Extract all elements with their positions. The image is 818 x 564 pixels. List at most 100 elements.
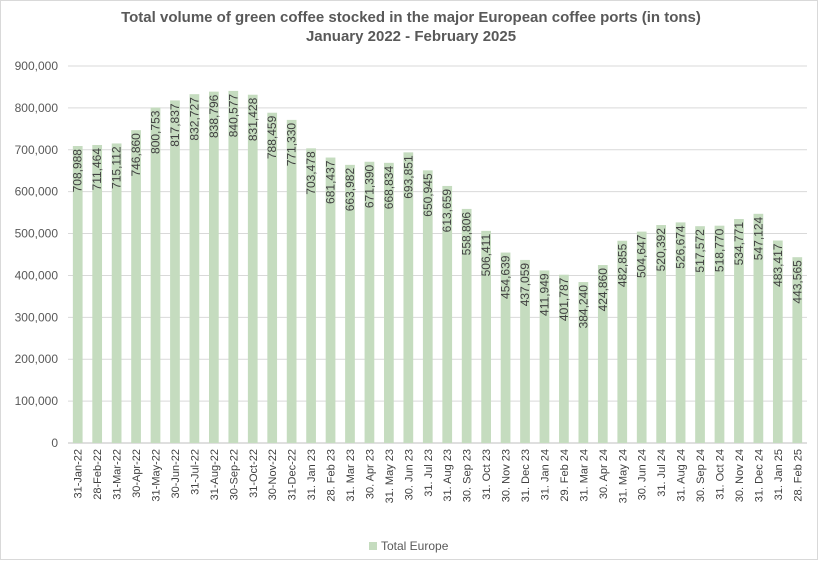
data-label: 771,330	[285, 123, 299, 167]
x-tick-label: 31. Jul 24	[656, 449, 668, 497]
x-tick-label: 31. Oct 23	[481, 449, 493, 500]
data-label: 424,860	[596, 268, 610, 312]
bar	[325, 157, 336, 443]
data-label: 711,464	[90, 148, 104, 191]
bar	[208, 91, 219, 444]
x-tick-label: 30-Apr-22	[131, 449, 143, 498]
data-label: 437,059	[518, 263, 532, 307]
x-tick-label: 28. Feb 25	[792, 449, 804, 502]
x-tick-label: 28-Feb-22	[92, 449, 104, 500]
x-tick-label: 30. Apr 24	[598, 449, 610, 499]
bar	[403, 152, 414, 444]
y-tick-label: 300,000	[15, 310, 59, 324]
y-tick-label: 500,000	[15, 227, 59, 241]
bar	[92, 144, 103, 443]
y-tick-label: 900,000	[15, 59, 59, 73]
x-tick-label: 31-May-22	[151, 449, 163, 502]
data-label: 504,647	[635, 234, 649, 278]
data-label: 526,674	[674, 225, 688, 269]
y-tick-label: 0	[51, 436, 58, 450]
bars	[72, 90, 803, 444]
bar	[384, 162, 394, 443]
x-tick-label: 31-Dec-22	[287, 449, 299, 500]
data-label: 411,949	[537, 273, 551, 316]
x-tick-label: 31-Jul-22	[189, 449, 201, 495]
x-tick-label: 30. Jun 24	[637, 449, 649, 500]
x-tick-label: 31-Aug-22	[209, 449, 221, 500]
x-tick-label: 31. Mar 23	[345, 449, 357, 502]
x-tick-label: 31. May 23	[384, 449, 396, 503]
x-tick-label: 28. Feb 23	[326, 449, 338, 502]
x-tick-label: 31. Aug 24	[676, 449, 688, 502]
bar	[520, 259, 530, 443]
x-tick-label: 31. May 24	[617, 449, 629, 503]
legend-label: Total Europe	[381, 539, 449, 553]
x-tick-label: 30. Jun 23	[403, 449, 415, 500]
y-tick-label: 800,000	[15, 101, 59, 115]
bar	[559, 274, 569, 443]
bar	[72, 146, 83, 443]
chart-subtitle: January 2022 - February 2025	[306, 28, 516, 45]
data-label: 518,770	[712, 228, 726, 272]
bar	[345, 164, 355, 444]
data-label: 401,787	[557, 277, 571, 321]
data-label: 384,240	[576, 285, 590, 329]
data-label: 693,851	[401, 155, 415, 199]
bar	[111, 143, 122, 444]
x-tick-label: 31-Mar-22	[112, 449, 124, 500]
data-label: 681,437	[324, 160, 338, 204]
x-tick-label: 31. Dec 23	[520, 449, 532, 502]
x-tick-label: 31. Oct 24	[714, 449, 726, 500]
x-tick-label: 31. Jul 23	[423, 449, 435, 497]
bar	[597, 265, 608, 443]
x-tick-label: 29. Feb 24	[559, 449, 571, 502]
data-label: 840,577	[226, 94, 240, 138]
bar	[189, 94, 200, 444]
x-tick-label: 31. Jan 24	[539, 449, 551, 500]
bar	[481, 230, 491, 443]
data-label: 663,982	[343, 168, 357, 212]
bar	[792, 257, 803, 443]
data-label: 534,771	[732, 222, 746, 266]
x-tick-label: 31. Mar 24	[578, 449, 590, 502]
y-tick-label: 400,000	[15, 268, 59, 282]
data-label: 715,112	[110, 146, 124, 189]
legend: Total Europe	[369, 539, 449, 553]
bar	[150, 107, 161, 444]
x-tick-label: 30. Apr 23	[364, 449, 376, 499]
x-tick-label: 30. Nov 24	[734, 449, 746, 502]
x-tick-label: 31. Dec 24	[753, 449, 765, 502]
y-axis-ticks: 0 100,000 200,000 300,000 400,000 500,000 600,…	[15, 59, 59, 450]
bar	[617, 240, 628, 443]
data-label: 517,572	[693, 229, 707, 273]
y-tick-label: 600,000	[15, 185, 59, 199]
bar	[247, 94, 258, 443]
data-label: 443,565	[790, 260, 804, 304]
bar	[422, 170, 433, 444]
bar	[461, 208, 472, 443]
bar	[539, 270, 550, 443]
bar	[714, 225, 725, 443]
bar	[636, 231, 647, 443]
x-tick-label: 30-Sep-22	[228, 449, 240, 500]
bar	[500, 252, 511, 443]
x-tick-label: 31. Jan 23	[306, 449, 318, 500]
x-tick-label: 30. Sep 24	[695, 449, 707, 502]
y-tick-label: 700,000	[15, 143, 59, 157]
data-label: 832,727	[187, 97, 201, 141]
data-label: 520,392	[654, 228, 668, 272]
bar	[442, 185, 453, 443]
x-tick-label: 31-Oct-22	[248, 449, 260, 498]
data-label: 483,417	[771, 243, 785, 287]
data-label: 454,639	[499, 255, 513, 299]
data-labels: 708,988 711,464 715,112 746,860 800,753 817,8…	[71, 94, 805, 329]
bar	[131, 130, 141, 443]
y-tick-label: 100,000	[15, 394, 59, 408]
x-tick-label: 30-Nov-22	[267, 449, 279, 500]
x-tick-label: 30-Jun-22	[170, 449, 182, 499]
data-label: 708,988	[71, 149, 85, 193]
data-label: 831,428	[246, 97, 260, 141]
data-label: 671,390	[362, 164, 376, 208]
x-tick-label: 30. Nov 23	[501, 449, 513, 502]
